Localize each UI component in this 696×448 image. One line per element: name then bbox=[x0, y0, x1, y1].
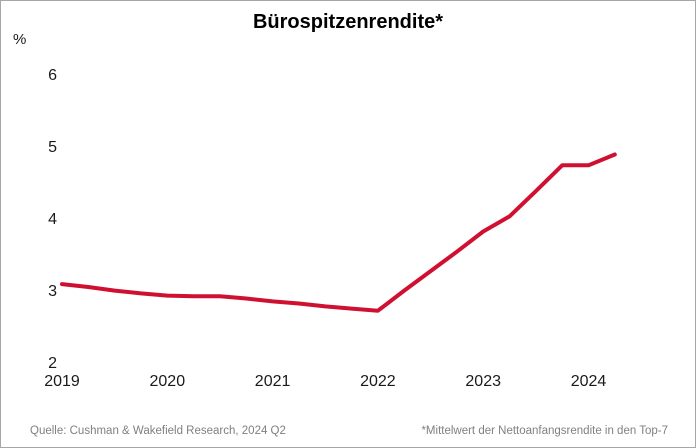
yield-series-line bbox=[60, 152, 617, 313]
x-tick-label: 2022 bbox=[360, 373, 396, 390]
x-tick-label: 2019 bbox=[44, 373, 80, 390]
source-text: Quelle: Cushman & Wakefield Research, 20… bbox=[30, 425, 286, 437]
footnote-text: *Mittelwert der Nettoanfangsrendite in d… bbox=[421, 425, 668, 437]
x-tick-label: 2021 bbox=[254, 373, 291, 390]
y-axis-unit-label: % bbox=[13, 31, 27, 48]
y-tick-label: 5 bbox=[48, 139, 57, 156]
y-tick-label: 6 bbox=[48, 67, 57, 84]
y-tick-label: 2 bbox=[48, 355, 57, 372]
x-tick-label: 2023 bbox=[465, 373, 501, 390]
x-tick-label: 2024 bbox=[570, 373, 607, 390]
x-tick-label: 2020 bbox=[149, 373, 186, 390]
y-tick-label: 4 bbox=[48, 211, 57, 228]
chart-title: Bürospitzenrendite* bbox=[252, 11, 444, 33]
y-tick-label: 3 bbox=[48, 283, 57, 300]
